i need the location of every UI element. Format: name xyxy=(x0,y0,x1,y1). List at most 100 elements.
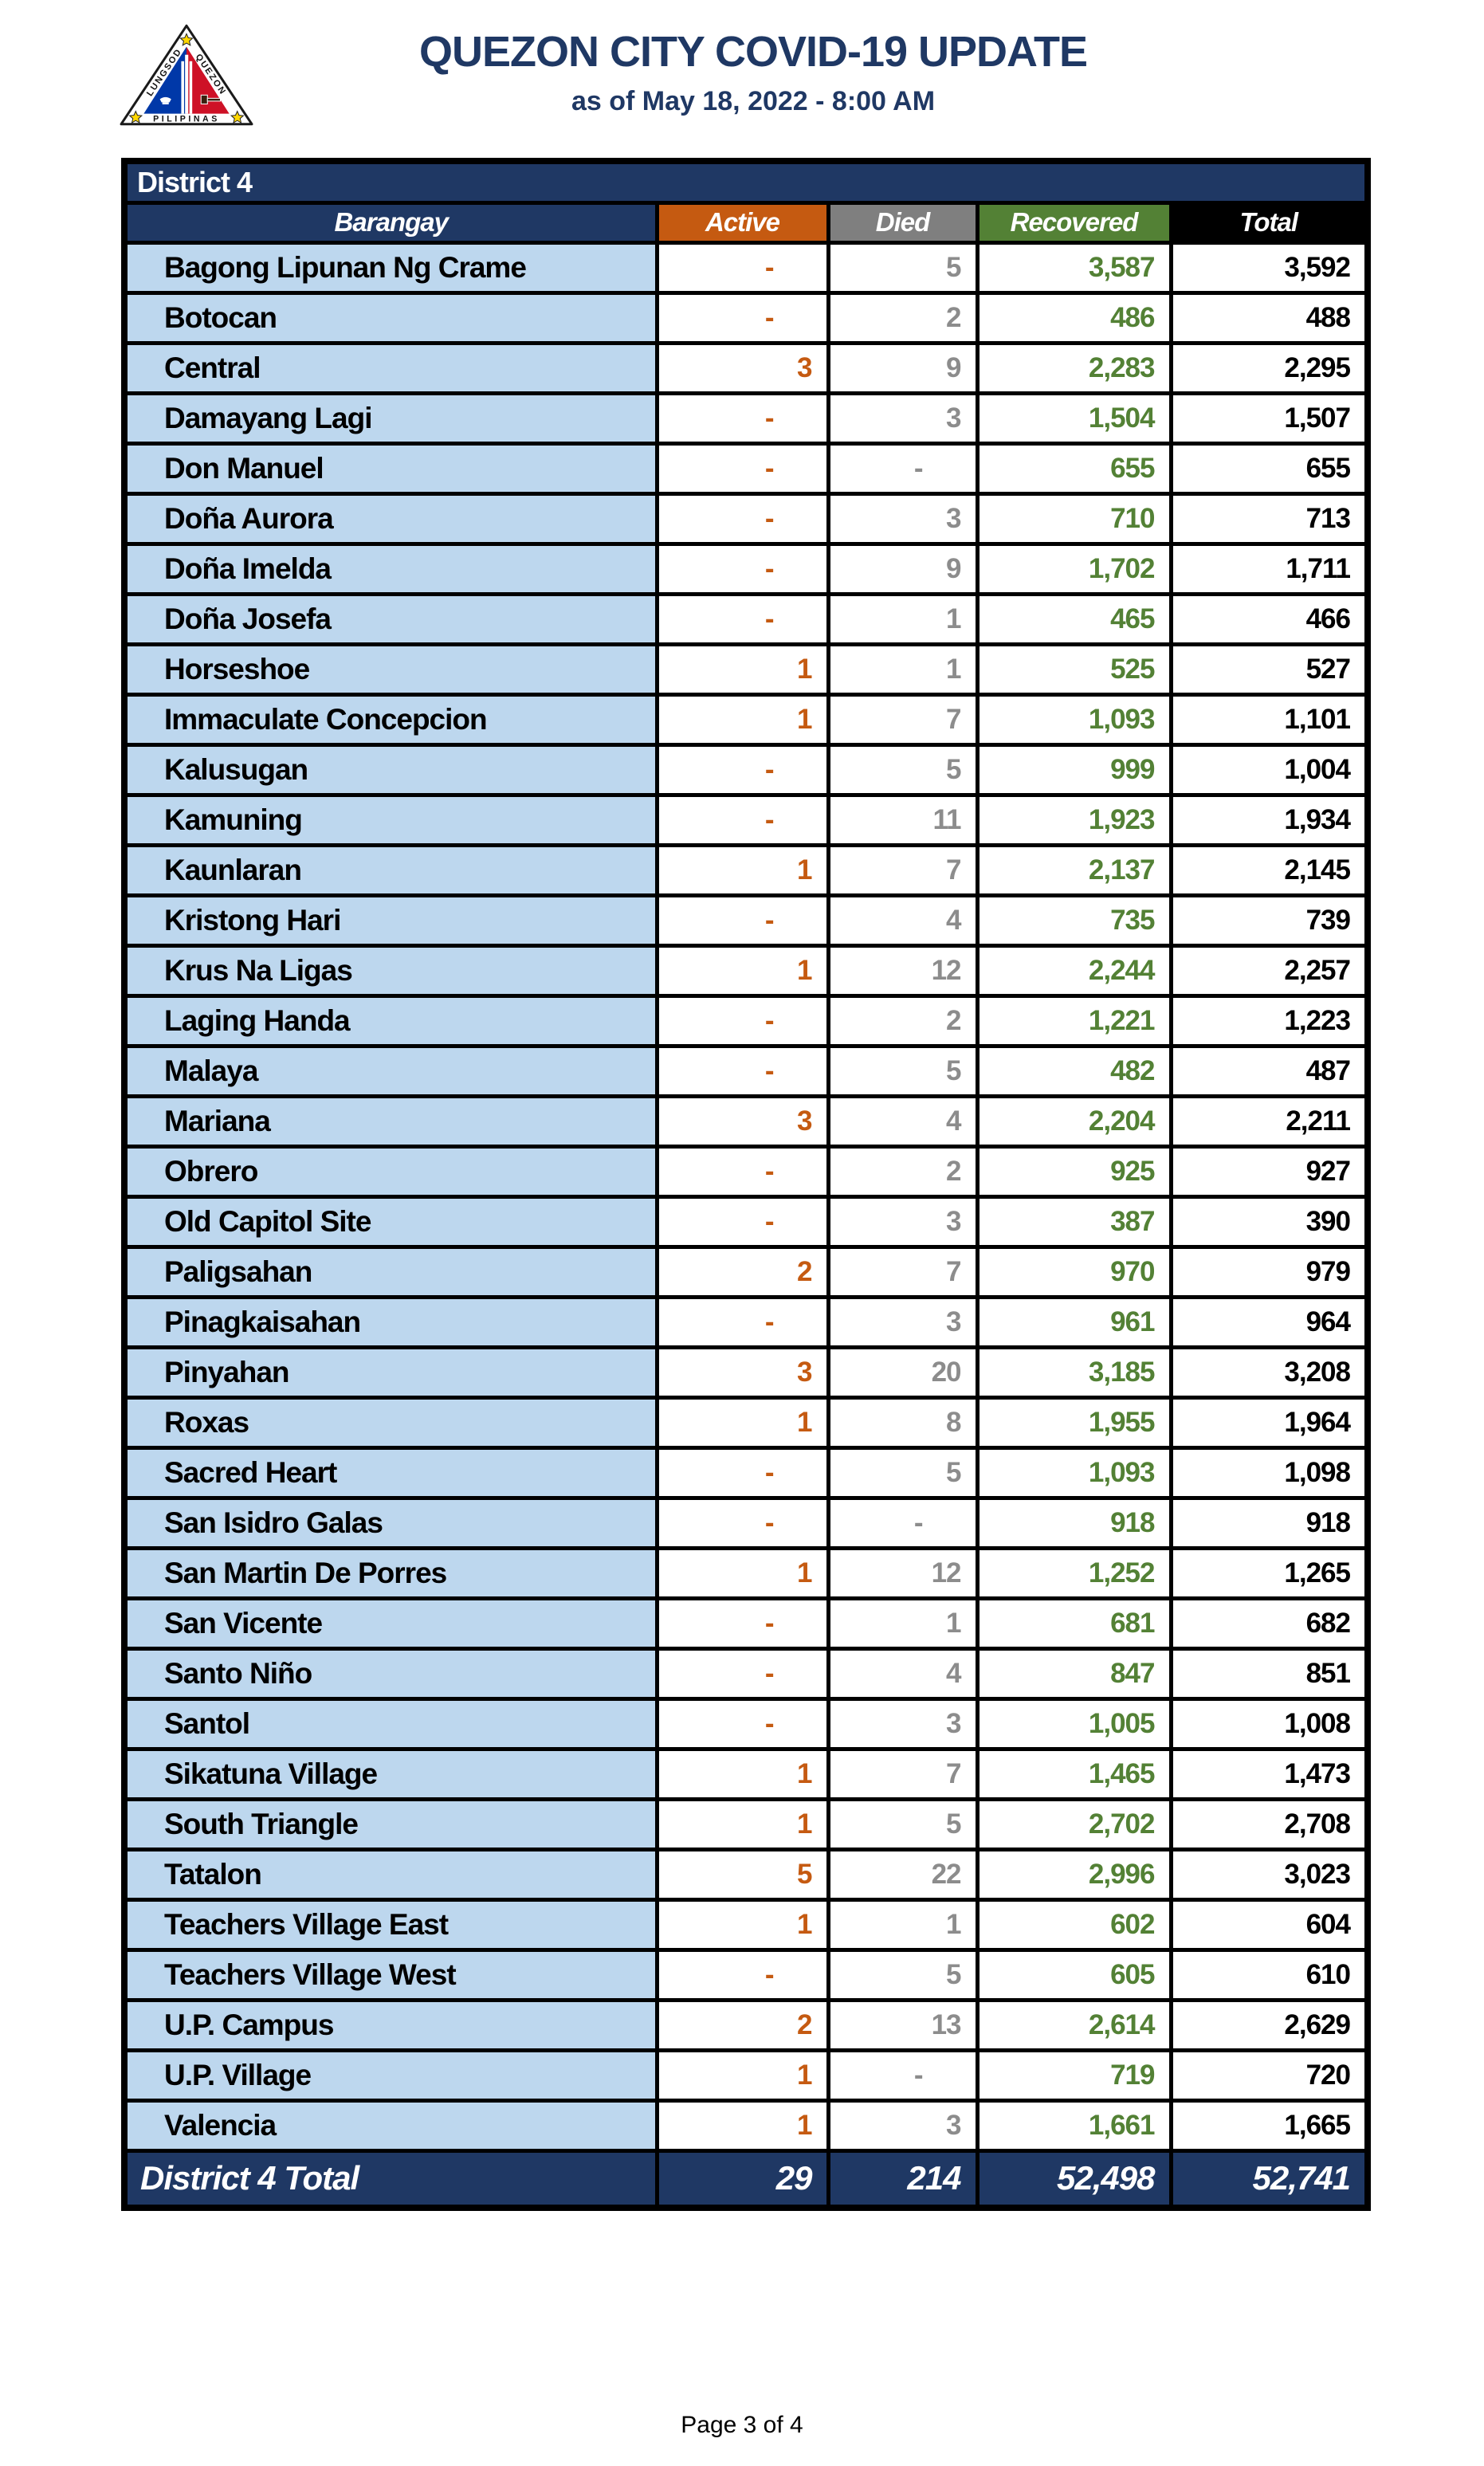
recovered-value: 465 xyxy=(975,591,1173,646)
total-value: 1,711 xyxy=(1168,541,1370,596)
total-value: 2,295 xyxy=(1168,340,1370,395)
table-row: South Triangle 1 5 2,702 2,708 xyxy=(122,1796,1370,1851)
barangay-name: Kamuning xyxy=(122,792,659,847)
recovered-value: 999 xyxy=(975,742,1173,797)
barangay-name: U.P. Campus xyxy=(122,1997,659,2052)
died-value: 1 xyxy=(826,1596,980,1651)
barangay-name: Immaculate Concepcion xyxy=(122,692,659,747)
barangay-name: Old Capitol Site xyxy=(122,1194,659,1249)
died-value: 3 xyxy=(826,2098,980,2153)
table-row: Pinyahan 3 20 3,185 3,208 xyxy=(122,1345,1370,1400)
total-value: 3,023 xyxy=(1168,1847,1370,1902)
total-value: 1,008 xyxy=(1168,1696,1370,1751)
total-row-label: District 4 Total xyxy=(122,2148,659,2210)
page-header: LUNGSOD QUEZON PILIPINAS QUEZON CITY COV… xyxy=(0,0,1484,158)
recovered-value: 2,137 xyxy=(975,842,1173,897)
total-value: 964 xyxy=(1168,1294,1370,1349)
column-header-barangay: Barangay xyxy=(122,200,659,245)
died-value: 3 xyxy=(826,1194,980,1249)
table-row: Damayang Lagi -3 1,504 1,507 xyxy=(122,391,1370,446)
table-row: Horseshoe 1 1 525 527 xyxy=(122,642,1370,697)
table-row: Doña Imelda -9 1,702 1,711 xyxy=(122,541,1370,596)
barangay-name: Sacred Heart xyxy=(122,1445,659,1500)
total-value: 2,629 xyxy=(1168,1997,1370,2052)
recovered-value: 655 xyxy=(975,441,1173,496)
seal-bottom-text: PILIPINAS xyxy=(153,115,220,124)
quezon-city-seal-logo: LUNGSOD QUEZON PILIPINAS xyxy=(118,22,255,128)
barangay-name: San Martin De Porres xyxy=(122,1545,659,1600)
recovered-value: 1,702 xyxy=(975,541,1173,596)
total-value: 655 xyxy=(1168,441,1370,496)
column-header-row: Barangay Active Died Recovered Total xyxy=(122,200,1370,245)
barangay-name: Santol xyxy=(122,1696,659,1751)
died-value: 1 xyxy=(826,642,980,697)
barangay-name: Kalusugan xyxy=(122,742,659,797)
total-value: 2,211 xyxy=(1168,1094,1370,1149)
barangay-name: Doña Josefa xyxy=(122,591,659,646)
table-row: Paligsahan 2 7 970 979 xyxy=(122,1244,1370,1299)
recovered-value: 387 xyxy=(975,1194,1173,1249)
recovered-value: 2,614 xyxy=(975,1997,1173,2052)
column-header-active: Active xyxy=(654,200,830,245)
barangay-name: Teachers Village East xyxy=(122,1897,659,1952)
table-row: Kamuning -11 1,923 1,934 xyxy=(122,792,1370,847)
table-row: Malaya -5 482 487 xyxy=(122,1043,1370,1098)
barangay-name: San Vicente xyxy=(122,1596,659,1651)
died-value: 9 xyxy=(826,340,980,395)
recovered-value: 3,185 xyxy=(975,1345,1173,1400)
title-block: QUEZON CITY COVID-19 UPDATE as of May 18… xyxy=(0,0,1484,117)
died-value: 5 xyxy=(826,742,980,797)
total-value: 487 xyxy=(1168,1043,1370,1098)
barangay-name: San Isidro Galas xyxy=(122,1495,659,1550)
barangay-name: Doña Aurora xyxy=(122,491,659,546)
district-label: District 4 xyxy=(122,159,1370,205)
recovered-value: 2,204 xyxy=(975,1094,1173,1149)
table-row: Old Capitol Site -3 387 390 xyxy=(122,1194,1370,1249)
recovered-value: 1,005 xyxy=(975,1696,1173,1751)
active-value: 1 xyxy=(654,1395,830,1450)
table-row: San Vicente -1 681 682 xyxy=(122,1596,1370,1651)
died-value: 22 xyxy=(826,1847,980,1902)
total-row-recovered: 52,498 xyxy=(975,2148,1173,2210)
table-row: Don Manuel - -655 655 xyxy=(122,441,1370,496)
died-value: 11 xyxy=(826,792,980,847)
active-value: 1 xyxy=(654,842,830,897)
total-value: 682 xyxy=(1168,1596,1370,1651)
barangay-name: Doña Imelda xyxy=(122,541,659,596)
total-value: 1,265 xyxy=(1168,1545,1370,1600)
total-value: 1,964 xyxy=(1168,1395,1370,1450)
barangay-name: South Triangle xyxy=(122,1796,659,1851)
active-value: 1 xyxy=(654,943,830,998)
table-row: U.P. Village 1-719 720 xyxy=(122,2048,1370,2103)
table-row: Santo Niño -4 847 851 xyxy=(122,1646,1370,1701)
total-value: 1,507 xyxy=(1168,391,1370,446)
table-row: Mariana 3 4 2,204 2,211 xyxy=(122,1094,1370,1149)
died-value: 3 xyxy=(826,491,980,546)
active-value: 1 xyxy=(654,642,830,697)
recovered-value: 1,661 xyxy=(975,2098,1173,2153)
table-row: Roxas 1 8 1,955 1,964 xyxy=(122,1395,1370,1450)
recovered-value: 847 xyxy=(975,1646,1173,1701)
total-value: 390 xyxy=(1168,1194,1370,1249)
district-total-row: District 4 Total 29 214 52,498 52,741 xyxy=(122,2148,1370,2210)
active-value: - xyxy=(654,541,830,596)
table-row: Central 3 9 2,283 2,295 xyxy=(122,340,1370,395)
page-subtitle: as of May 18, 2022 - 8:00 AM xyxy=(571,86,936,116)
total-row-died: 214 xyxy=(826,2148,980,2210)
barangay-name: Mariana xyxy=(122,1094,659,1149)
active-value: - xyxy=(654,1596,830,1651)
table-row: U.P. Campus 2 13 2,614 2,629 xyxy=(122,1997,1370,2052)
total-row-active: 29 xyxy=(654,2148,830,2210)
recovered-value: 525 xyxy=(975,642,1173,697)
recovered-value: 602 xyxy=(975,1897,1173,1952)
recovered-value: 710 xyxy=(975,491,1173,546)
died-value: 8 xyxy=(826,1395,980,1450)
active-value: - xyxy=(654,290,830,345)
died-value: 2 xyxy=(826,993,980,1048)
died-value: 7 xyxy=(826,1746,980,1801)
recovered-value: 735 xyxy=(975,893,1173,948)
total-value: 1,101 xyxy=(1168,692,1370,747)
table-row: Obrero -2 925 927 xyxy=(122,1144,1370,1199)
died-value: 1 xyxy=(826,1897,980,1952)
district-header-row: District 4 xyxy=(122,159,1370,205)
